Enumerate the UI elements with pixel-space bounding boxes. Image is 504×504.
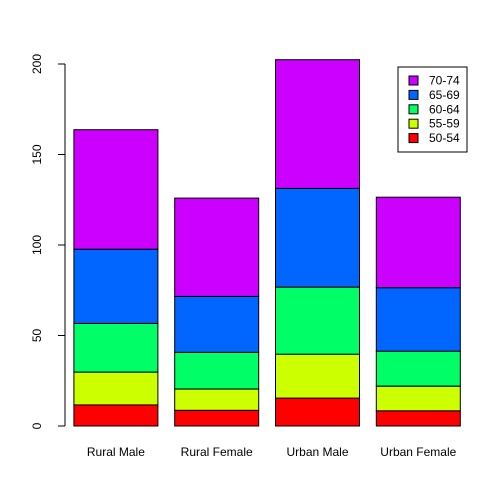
bar-segment-65-69-rural-female	[174, 295, 260, 353]
bar-segment-70-74-urban-male	[275, 59, 360, 189]
bar-segment-55-59-urban-female	[375, 385, 461, 412]
bar-segment-65-69-urban-male	[275, 187, 360, 288]
category-label: Rural Female	[181, 445, 253, 459]
bar-segment-50-54-urban-male	[275, 397, 360, 427]
y-tick-label: 100	[30, 235, 44, 255]
bar-segment-70-74-urban-female	[375, 196, 461, 289]
y-tick-label: 0	[30, 422, 44, 429]
bars-group	[73, 59, 461, 427]
bar-segment-65-69-urban-female	[375, 287, 461, 352]
bar-segment-55-59-rural-male	[73, 371, 159, 406]
bar-segment-55-59-rural-female	[174, 388, 260, 411]
category-label: Rural Male	[87, 445, 145, 459]
bar-segment-55-59-urban-male	[275, 353, 360, 399]
legend-label-60-64: 60-64	[429, 102, 460, 116]
legend-swatch-65-69	[408, 89, 419, 100]
bar-segment-60-64-rural-male	[73, 322, 159, 373]
bar-segment-65-69-rural-male	[73, 248, 159, 324]
legend-swatch-60-64	[408, 104, 419, 115]
legend-swatch-70-74	[408, 75, 419, 86]
bar-segment-70-74-rural-male	[73, 129, 159, 250]
legend-label-50-54: 50-54	[429, 131, 460, 145]
category-label: Urban Male	[286, 445, 348, 459]
legend-label-55-59: 55-59	[429, 117, 460, 131]
legend-label-65-69: 65-69	[429, 88, 460, 102]
legend-swatch-55-59	[408, 118, 419, 129]
bar-segment-60-64-urban-male	[275, 286, 360, 355]
legend-swatch-50-54	[408, 133, 419, 144]
y-tick-label: 200	[30, 54, 44, 74]
bar-segment-50-54-rural-male	[73, 404, 159, 427]
x-axis-labels: Rural Male Rural Female Urban Male Urban Fe…	[87, 445, 457, 459]
bar-segment-60-64-rural-female	[174, 351, 260, 390]
legend-label-70-74: 70-74	[429, 74, 460, 88]
y-tick-label: 150	[30, 144, 44, 164]
bar-segment-50-54-urban-female	[375, 410, 461, 427]
y-tick-label: 50	[30, 329, 44, 343]
y-axis: 0 50 100 150 200	[30, 54, 66, 429]
bar-segment-70-74-rural-female	[174, 197, 260, 297]
bar-segment-50-54-rural-female	[174, 409, 260, 427]
category-label: Urban Female	[380, 445, 456, 459]
bar-segment-60-64-urban-female	[375, 350, 461, 387]
